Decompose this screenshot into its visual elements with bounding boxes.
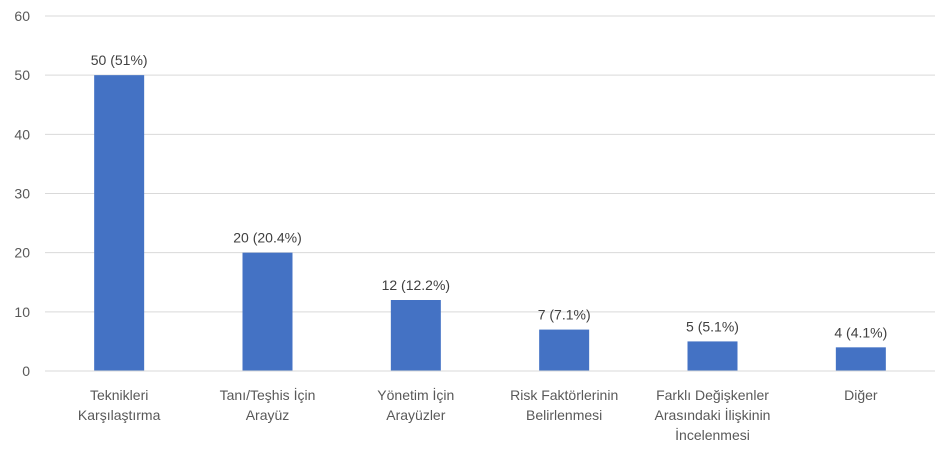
category-label: Karşılaştırma bbox=[78, 407, 161, 423]
y-tick-label: 50 bbox=[14, 67, 30, 83]
category-label: Teknikleri bbox=[90, 387, 148, 403]
data-label: 4 (4.1%) bbox=[834, 324, 887, 340]
y-tick-label: 30 bbox=[14, 186, 30, 202]
data-label: 5 (5.1%) bbox=[686, 318, 739, 334]
y-axis-ticks: 0 10 20 30 40 50 60 bbox=[14, 8, 30, 379]
bar bbox=[687, 341, 738, 371]
category-label: Arayüz bbox=[246, 407, 290, 423]
bar bbox=[539, 329, 590, 371]
bar bbox=[242, 252, 293, 371]
data-label: 12 (12.2%) bbox=[382, 277, 450, 293]
category-label: Belirlenmesi bbox=[526, 407, 602, 423]
category-label: Yönetim İçin bbox=[377, 386, 454, 403]
y-tick-label: 40 bbox=[14, 126, 30, 142]
category-label: Arayüzler bbox=[386, 407, 445, 423]
category-label: Diğer bbox=[844, 387, 878, 403]
y-tick-label: 0 bbox=[22, 363, 30, 379]
data-label: 7 (7.1%) bbox=[538, 307, 591, 323]
category-label: Risk Faktörlerinin bbox=[510, 387, 618, 403]
category-label: Arasındaki İlişkinin bbox=[655, 406, 771, 423]
data-label: 50 (51%) bbox=[91, 52, 148, 68]
data-label: 20 (20.4%) bbox=[233, 230, 301, 246]
bar bbox=[390, 300, 441, 371]
category-labels: Teknikleri Karşılaştırma Tanı/Teşhis İçin A… bbox=[78, 386, 878, 443]
data-labels: 50 (51%) 20 (20.4%) 12 (12.2%) 7 (7.1%) 5 (5… bbox=[91, 52, 888, 340]
bar bbox=[94, 75, 145, 372]
y-tick-label: 10 bbox=[14, 304, 30, 320]
y-tick-label: 20 bbox=[14, 245, 30, 261]
category-label: İncelenmesi bbox=[675, 426, 750, 443]
category-label: Tanı/Teşhis İçin bbox=[220, 386, 316, 403]
y-tick-label: 60 bbox=[14, 8, 30, 24]
gridlines bbox=[45, 15, 935, 313]
category-label: Farklı Değişkenler bbox=[656, 387, 769, 403]
bars bbox=[94, 75, 886, 372]
bar bbox=[835, 347, 886, 371]
